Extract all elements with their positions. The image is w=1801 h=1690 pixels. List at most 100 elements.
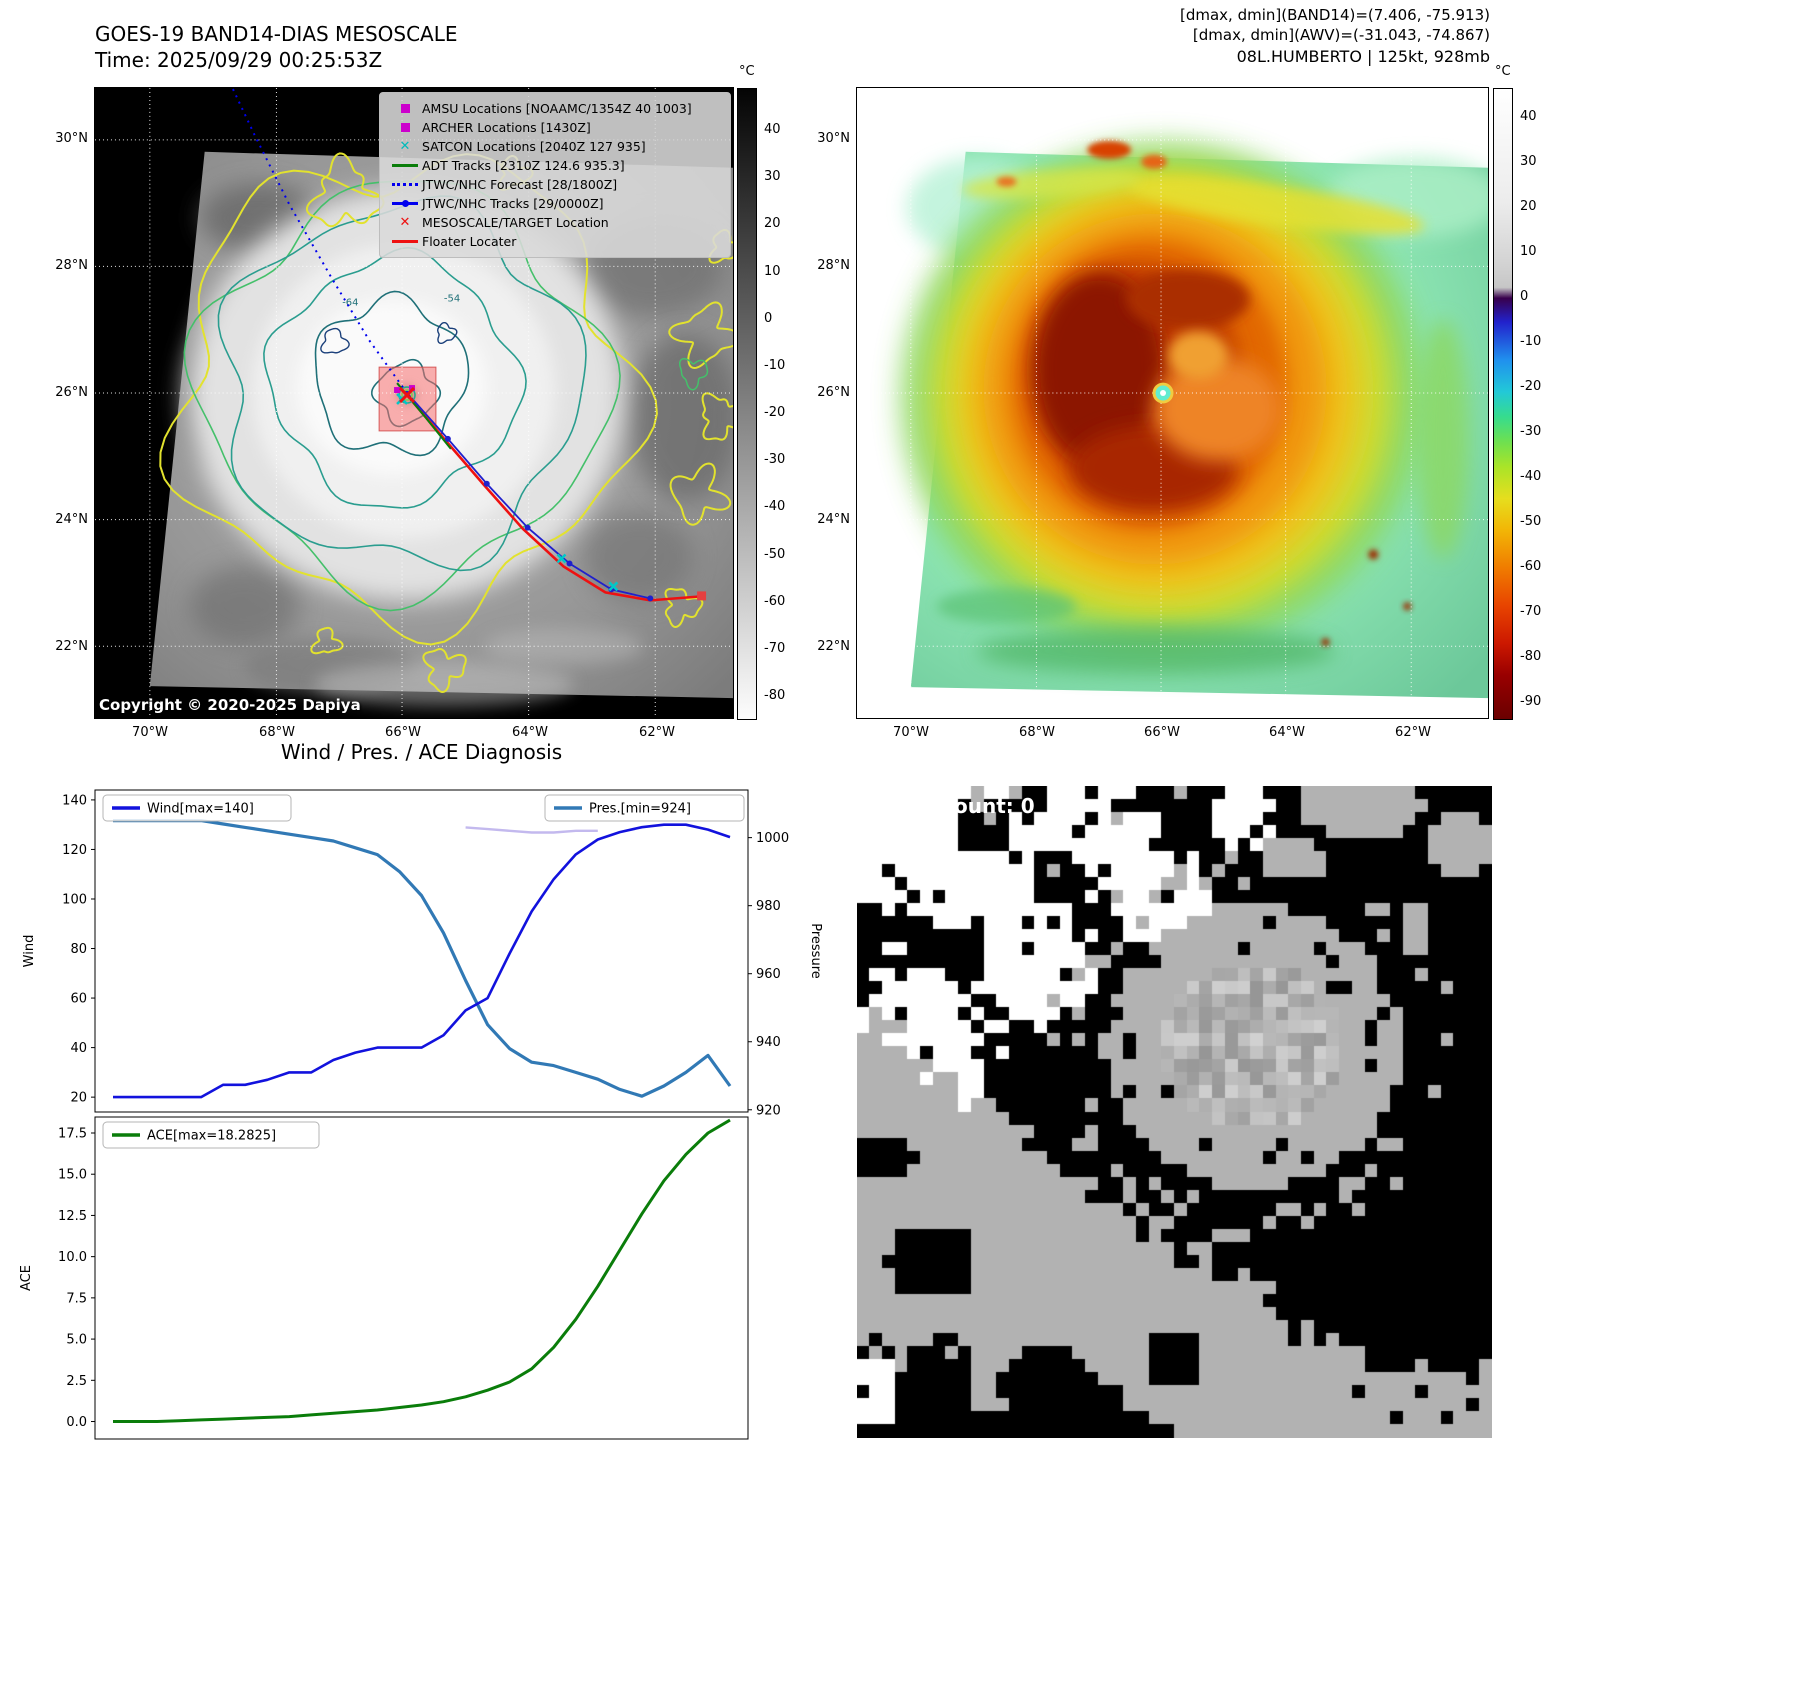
- tick-label: -80: [764, 688, 786, 704]
- legend-item: ADT Tracks [2310Z 124.6 935.3]: [388, 156, 722, 175]
- wind-legend-label: Wind[max=140]: [147, 802, 254, 817]
- line-legend-marker: [388, 240, 422, 243]
- band14-colorbar: [737, 88, 757, 720]
- track-end-marker: [697, 591, 707, 601]
- tick-label: 140: [62, 793, 87, 808]
- legend-item: ✕ SATCON Locations [2040Z 127 935]: [388, 137, 722, 156]
- tick-label: 0.0: [66, 1415, 87, 1430]
- tick-label: 7.5: [66, 1291, 87, 1306]
- legend-label: AMSU Locations [NOAAMC/1354Z 40 1003]: [422, 101, 692, 116]
- tick-label: -60: [764, 593, 786, 609]
- tick-label: -20: [764, 405, 786, 421]
- contour-line: [263, 246, 527, 509]
- wmg-count-label: WMG Count: 0: [874, 794, 1035, 818]
- line-legend-marker: [388, 164, 422, 167]
- tick-label: 5.0: [66, 1333, 87, 1348]
- tick-label: 10.0: [58, 1250, 87, 1265]
- legend-label: Floater Locater: [422, 234, 517, 249]
- contour-line: [679, 357, 709, 391]
- tick-label: -10: [1520, 334, 1542, 349]
- legend-item: JTWC/NHC Forecast [28/1800Z]: [388, 175, 722, 194]
- legend-label: ADT Tracks [2310Z 124.6 935.3]: [422, 158, 625, 173]
- tick-label: -50: [1520, 514, 1542, 529]
- storm-id-label: 08L.HUMBERTO | 125kt, 928mb: [1236, 47, 1490, 66]
- legend-label: MESOSCALE/TARGET Location: [422, 215, 609, 230]
- tick-label: 960: [756, 967, 781, 982]
- ace-line: [113, 1118, 731, 1423]
- band14-subtitle: Time: 2025/09/29 00:25:53Z: [95, 48, 383, 72]
- legend-marker-glyph: [392, 200, 418, 207]
- tick-label: 66°W: [1144, 725, 1180, 740]
- tick-label: 22°N: [55, 639, 88, 654]
- tick-label: -40: [764, 499, 786, 515]
- tick-label: 15.0: [58, 1168, 87, 1183]
- tick-label: 28°N: [55, 258, 88, 273]
- contour-line: [314, 290, 470, 457]
- tick-label: 70°W: [132, 725, 168, 740]
- satcon-x-marker: [556, 553, 619, 592]
- tick-label: 20: [764, 216, 781, 232]
- legend-marker-glyph: [400, 104, 410, 113]
- tick-label: -40: [1520, 469, 1542, 484]
- tick-label: 66°W: [385, 725, 421, 740]
- tick-label: 20: [1520, 199, 1537, 214]
- contour-label: -64: [342, 297, 358, 308]
- legend-label: JTWC/NHC Tracks [29/0000Z]: [422, 196, 604, 211]
- legend-label: JTWC/NHC Forecast [28/1800Z]: [422, 177, 618, 192]
- legend-item: ARCHER Locations [1430Z]: [388, 118, 722, 137]
- contour-line: [668, 301, 733, 370]
- ace-legend-box: [102, 1121, 320, 1149]
- tick-label: 70°W: [893, 725, 929, 740]
- pressure-legend-box: [544, 794, 745, 822]
- diagnosis-title: Wind / Pres. / ACE Diagnosis: [280, 740, 563, 764]
- legend-marker-glyph: [392, 164, 418, 167]
- legend-label: ARCHER Locations [1430Z]: [422, 120, 591, 135]
- tick-label: 40: [70, 1041, 87, 1056]
- tick-label: 22°N: [817, 639, 850, 654]
- contour-line: [310, 626, 344, 655]
- tick-label: 24°N: [55, 512, 88, 527]
- awv-colorbar-unit: °C: [1495, 64, 1511, 79]
- wind-axis-label: Wind: [22, 935, 37, 968]
- pressure-line: [113, 819, 732, 1098]
- tick-label: 0: [1520, 289, 1529, 304]
- ace-legend-label: ACE[max=18.2825]: [147, 1129, 276, 1144]
- awv-title-line2: [dmax, dmin](AWV)=(-31.043, -74.867): [1192, 26, 1490, 44]
- diagnosis-charts: 140 120 100 80 60 40 20 1000 980 960 940 920 17.5 15.…: [19, 789, 823, 1440]
- tick-label: 17.5: [58, 1126, 87, 1141]
- dotted-legend-marker: [388, 183, 422, 186]
- legend-item: AMSU Locations [NOAAMC/1354Z 40 1003]: [388, 99, 722, 118]
- tick-label: 40: [1520, 109, 1537, 124]
- outer-band-streaks: [936, 140, 1470, 676]
- floater-track: [406, 394, 702, 602]
- awv-satellite-image: [856, 87, 1489, 719]
- tick-label: 30°N: [817, 131, 850, 146]
- tick-label: 26°N: [817, 385, 850, 400]
- legend-item: ✕ MESOSCALE/TARGET Location: [388, 213, 722, 232]
- copyright-text: Copyright © 2020-2025 Dapiya: [99, 696, 361, 714]
- sq-legend-marker: [388, 123, 422, 132]
- tick-label: 20: [70, 1091, 87, 1106]
- band14-legend: AMSU Locations [NOAAMC/1354Z 40 1003] ARC…: [379, 92, 731, 258]
- tick-label: 80: [70, 942, 87, 957]
- tick-label: 12.5: [58, 1209, 87, 1224]
- legend-dot: [402, 200, 409, 207]
- tick-label: 64°W: [1269, 725, 1305, 740]
- wind-pressure-plot: [94, 789, 749, 1113]
- tick-label: 60: [70, 992, 87, 1007]
- tick-label: 28°N: [817, 258, 850, 273]
- tick-label: 64°W: [512, 725, 548, 740]
- tick-label: 2.5: [66, 1374, 87, 1389]
- awv-colorbar: [1493, 88, 1513, 720]
- tick-label: 120: [62, 843, 87, 858]
- band14-title: GOES-19 BAND14-DIAS MESOSCALE: [95, 22, 458, 46]
- tick-label: -70: [764, 640, 786, 656]
- tick-label: 0: [764, 310, 773, 326]
- contour-line: [320, 327, 350, 354]
- tick-label: -30: [764, 452, 786, 468]
- tick-label: -70: [1520, 604, 1542, 619]
- storm-eye: [1152, 382, 1174, 404]
- x-legend-marker: ✕: [388, 216, 422, 229]
- contour-line: [305, 152, 385, 228]
